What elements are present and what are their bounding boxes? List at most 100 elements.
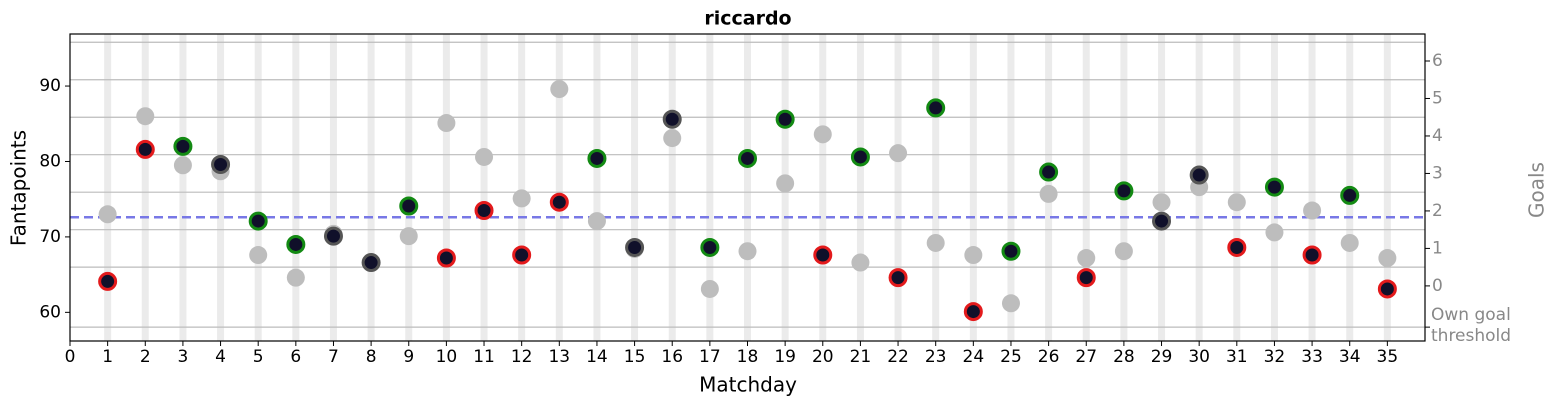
- gray-point: [700, 279, 719, 298]
- x-tick-label: 35: [1377, 347, 1399, 367]
- y-tick-label: 80: [39, 151, 61, 171]
- fantapoints-point: [512, 245, 532, 265]
- y-tick-label: 70: [39, 227, 61, 247]
- gray-point: [286, 268, 305, 287]
- gray-point: [1039, 184, 1058, 203]
- fantapoints-point: [1264, 177, 1284, 197]
- x-tick-label: 30: [1188, 347, 1210, 367]
- fantapoints-point: [1152, 211, 1172, 231]
- x-axis-label: Matchday: [699, 373, 797, 397]
- x-tick-label: 1: [102, 347, 113, 367]
- y-tick-label: 60: [39, 302, 61, 322]
- x-tick-label: 7: [328, 347, 339, 367]
- x-tick-label: 19: [774, 347, 796, 367]
- gray-point: [964, 246, 983, 265]
- gray-point: [663, 129, 682, 148]
- x-tick-label: 32: [1264, 347, 1286, 367]
- fantapoints-point: [1114, 181, 1134, 201]
- fantapoints-point: [286, 234, 306, 254]
- gray-point: [550, 80, 569, 99]
- y2-axis-label: Goals: [1525, 162, 1549, 218]
- fantapoints-point: [1377, 279, 1397, 299]
- x-tick-label: 10: [436, 347, 458, 367]
- gray-point: [1114, 242, 1133, 261]
- fantapoints-point: [1076, 268, 1096, 288]
- x-tick-label: 2: [140, 347, 151, 367]
- y-tick-label: 90: [39, 76, 61, 96]
- x-tick-label: 23: [925, 347, 947, 367]
- fantapoints-point: [926, 98, 946, 118]
- fantapoints-point: [587, 148, 607, 168]
- fantapoints-point: [1302, 245, 1322, 265]
- y-axis-label: Fantapoints: [7, 130, 31, 246]
- gray-point: [98, 205, 117, 224]
- gray-point: [399, 227, 418, 246]
- x-tick-label: 20: [812, 347, 834, 367]
- gray-point: [437, 114, 456, 133]
- fantapoints-point: [625, 237, 645, 257]
- fantapoints-point: [361, 253, 381, 273]
- fantapoints-point: [888, 268, 908, 288]
- gray-point: [1077, 249, 1096, 268]
- x-tick-label: 0: [65, 347, 76, 367]
- gray-point: [1378, 249, 1397, 268]
- fantapoints-point: [850, 147, 870, 167]
- x-tick-label: 8: [366, 347, 377, 367]
- y2-tick-label: 6: [1432, 51, 1443, 71]
- gray-point: [1303, 201, 1322, 220]
- gray-point: [1152, 193, 1171, 212]
- y2-tick-label: 5: [1432, 88, 1443, 108]
- fantapoints-point: [1340, 185, 1360, 205]
- fantapoints-point: [738, 148, 757, 168]
- x-tick-label: 6: [290, 347, 301, 367]
- fantapoints-point: [474, 201, 494, 221]
- x-tick-label: 16: [661, 347, 683, 367]
- fantapoints-point: [323, 226, 343, 246]
- fantapoints-point: [662, 109, 682, 129]
- fantapoints-point: [211, 154, 231, 174]
- gray-point: [475, 147, 494, 166]
- x-tick-label: 22: [887, 347, 909, 367]
- x-tick-label: 27: [1075, 347, 1097, 367]
- fantapoints-point: [1189, 165, 1209, 185]
- x-tick-label: 28: [1113, 347, 1135, 367]
- gray-point: [173, 156, 192, 175]
- gray-point: [738, 242, 757, 261]
- x-tick-label: 12: [511, 347, 533, 367]
- y2-tick-label: 1: [1432, 238, 1443, 258]
- x-tick-label: 14: [586, 347, 608, 367]
- x-tick-label: 5: [253, 347, 264, 367]
- x-tick-label: 29: [1151, 347, 1173, 367]
- fantapoints-point: [963, 302, 983, 322]
- fantapoints-point: [775, 109, 795, 129]
- gray-point: [1001, 294, 1020, 313]
- x-tick-label: 26: [1038, 347, 1060, 367]
- y2-tick-label: Own goal threshold: [1431, 305, 1512, 346]
- x-tick-label: 31: [1226, 347, 1248, 367]
- fantapoints-point: [549, 192, 569, 212]
- x-tick-label: 34: [1339, 347, 1361, 367]
- fantapoints-point: [1001, 241, 1021, 261]
- x-tick-label: 18: [737, 347, 759, 367]
- fantapoints-point: [1039, 162, 1059, 182]
- gray-point: [926, 233, 945, 252]
- x-tick-label: 11: [473, 347, 495, 367]
- y2-tick-label: 2: [1432, 201, 1443, 221]
- x-tick-label: 21: [850, 347, 872, 367]
- fantapoints-point: [173, 136, 193, 156]
- gray-point: [813, 125, 832, 144]
- gray-point: [851, 253, 870, 272]
- x-tick-label: 9: [403, 347, 414, 367]
- x-tick-label: 13: [548, 347, 570, 367]
- gray-point: [776, 174, 795, 193]
- y2-tick-label: 4: [1432, 126, 1443, 146]
- fantapoints-point: [436, 248, 456, 268]
- x-tick-label: 24: [963, 347, 985, 367]
- fantapoints-point: [700, 237, 720, 257]
- fantapoints-point: [135, 139, 155, 159]
- x-tick-label: 15: [624, 347, 646, 367]
- gray-point: [136, 107, 155, 126]
- x-tick-label: 33: [1301, 347, 1323, 367]
- gray-point: [1265, 223, 1284, 242]
